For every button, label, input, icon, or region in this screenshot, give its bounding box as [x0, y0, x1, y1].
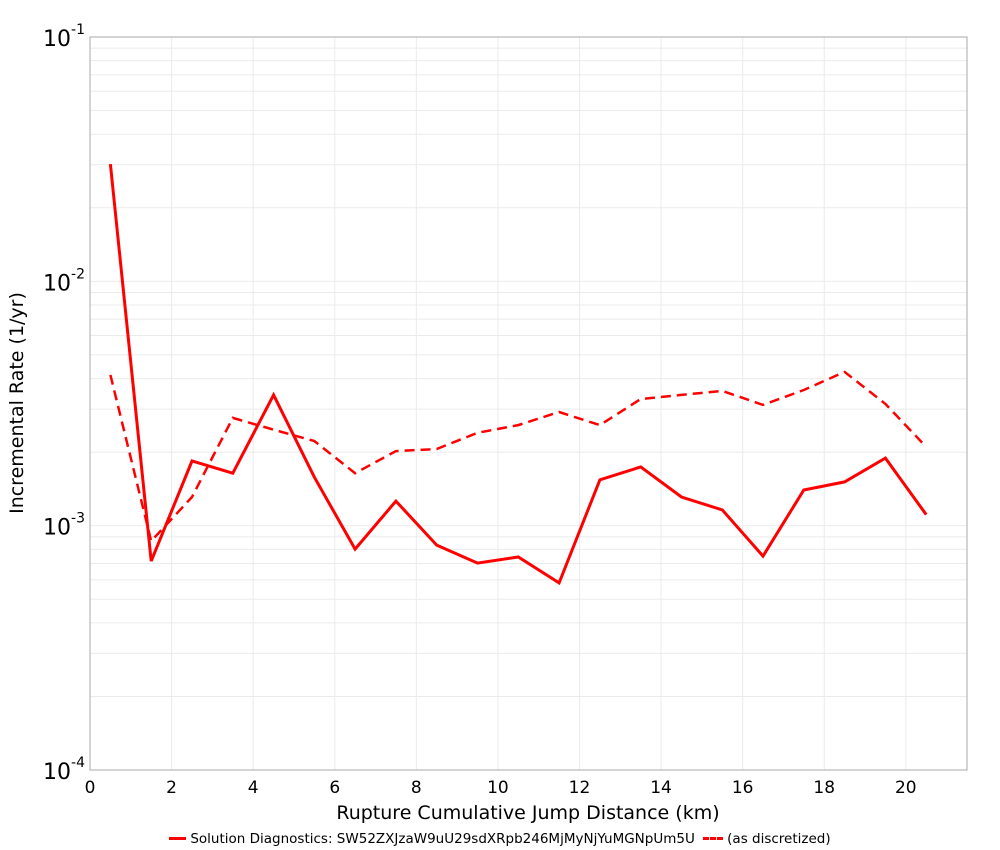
x-tick-label: 14: [650, 778, 672, 798]
y-axis-label: Incremental Rate (1/yr): [6, 292, 28, 514]
solution-series-line: [108, 163, 928, 586]
x-axis-ticks: 0 2 4 6 8 10 12 14 16 18 20: [85, 778, 917, 798]
dashed-line-swatch-icon: [703, 837, 724, 840]
y-axis-ticks: 10-1 10-2 10-3 10-4: [43, 22, 85, 785]
y-tick-label: 10-4: [43, 755, 85, 785]
x-tick-label: 10: [487, 778, 509, 798]
x-tick-label: 2: [166, 778, 177, 798]
solid-line-swatch-icon: [169, 837, 187, 840]
gridlines: [89, 37, 967, 771]
line-chart: 0 2 4 6 8 10 12 14 16 18 20 10-1 10-2 10-3 10-4 Ruptu…: [6, 22, 968, 824]
x-axis-label: Rupture Cumulative Jump Distance (km): [336, 802, 719, 824]
discretized-series-line: [109, 370, 928, 544]
legend: Solution Diagnostics: SW52ZXJzaW9uU29sdX…: [0, 828, 1000, 847]
x-tick-label: 8: [411, 778, 422, 798]
series-layer: [108, 163, 928, 586]
legend-label-solution: Solution Diagnostics: SW52ZXJzaW9uU29sdX…: [190, 830, 695, 847]
y-tick-label: 10-2: [43, 266, 85, 296]
y-tick-label: 10-1: [43, 22, 85, 52]
y-tick-label: 10-3: [43, 511, 85, 541]
plot-area: [89, 36, 968, 771]
x-tick-label: 12: [569, 778, 591, 798]
x-tick-label: 6: [329, 778, 340, 798]
x-tick-label: 18: [813, 778, 835, 798]
legend-item-solution: Solution Diagnostics: SW52ZXJzaW9uU29sdX…: [169, 831, 695, 847]
x-tick-label: 0: [85, 778, 96, 798]
legend-label-discretized: (as discretized): [727, 830, 831, 847]
x-tick-label: 16: [732, 778, 754, 798]
legend-item-discretized: (as discretized): [699, 830, 831, 847]
x-tick-label: 20: [895, 778, 917, 798]
x-tick-label: 4: [248, 778, 259, 798]
